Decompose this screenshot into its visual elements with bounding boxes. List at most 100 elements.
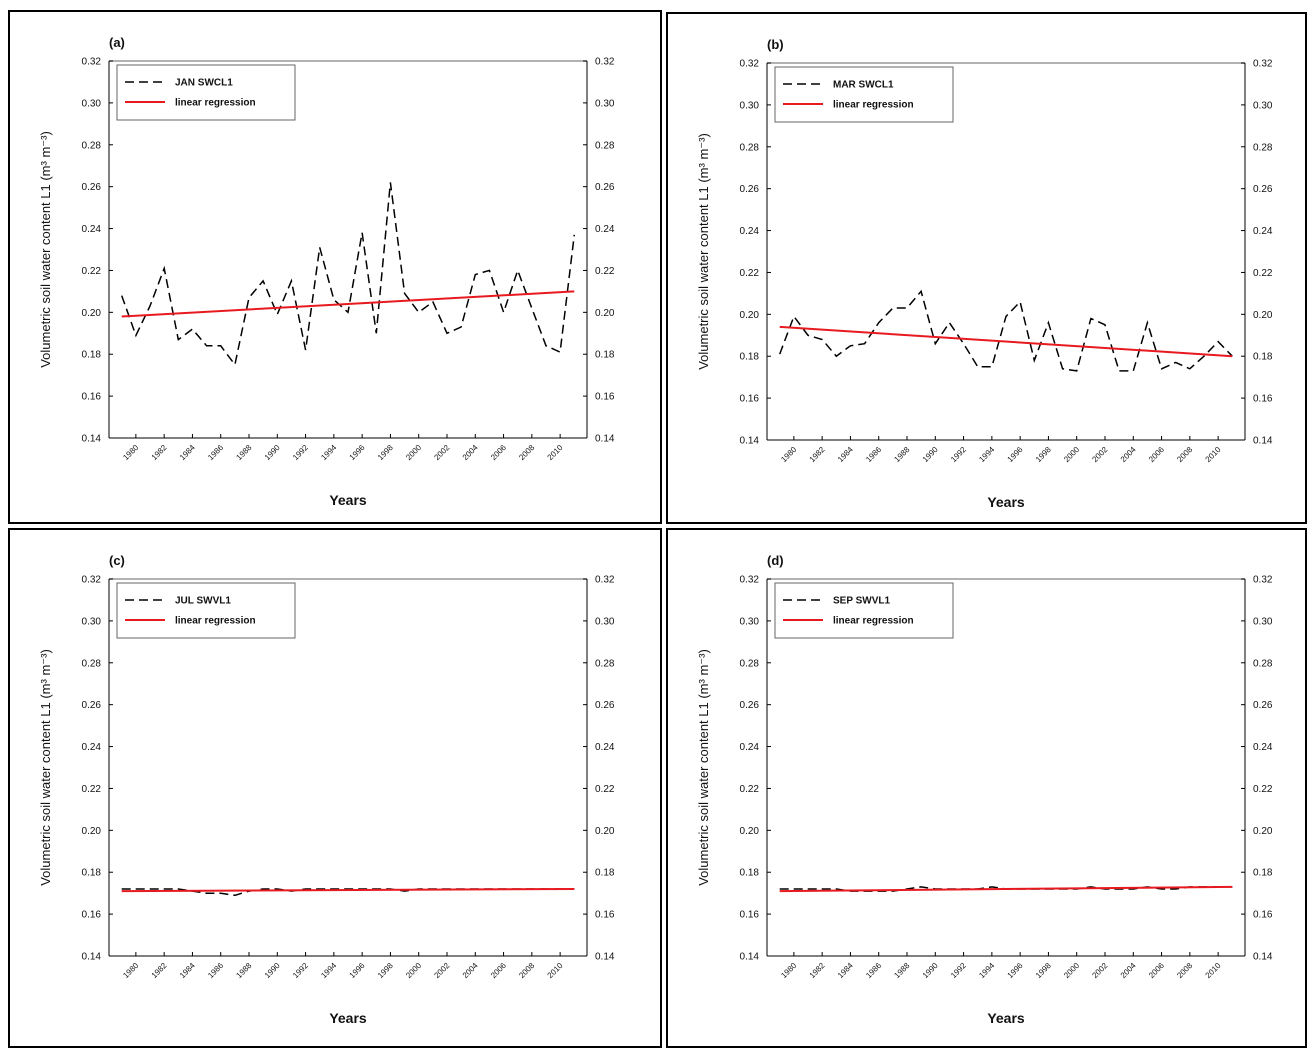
y-tick-label: 0.26 (740, 700, 760, 711)
y2-tick-label: 0.20 (595, 826, 615, 837)
y-tick-label: 0.28 (740, 142, 760, 153)
x-tick-label: 1996 (1006, 445, 1025, 464)
y2-tick-label: 0.16 (595, 392, 615, 403)
y2-tick-label: 0.32 (1253, 59, 1273, 70)
panel-title: (a) (109, 35, 125, 50)
x-tick-label: 1990 (263, 961, 282, 980)
legend-box (774, 66, 954, 123)
y-tick-label: 0.28 (82, 658, 102, 669)
x-tick-label: 1998 (1034, 961, 1053, 980)
regression-line (779, 325, 1233, 358)
y2-tick-label: 0.22 (595, 784, 615, 795)
y2-tick-label: 0.22 (1253, 784, 1273, 795)
y2-tick-label: 0.14 (1253, 952, 1273, 963)
y2-tick-label: 0.18 (1253, 868, 1273, 879)
x-tick-label: 2006 (489, 961, 508, 980)
x-tick-label: 2002 (1090, 445, 1109, 464)
y-tick-label: 0.24 (82, 224, 102, 235)
x-tick-label: 1994 (977, 961, 996, 980)
y-tick-label: 0.30 (740, 616, 760, 627)
y-tick-label: 0.20 (82, 826, 102, 837)
legend-label: linear regression (833, 100, 914, 111)
y2-tick-label: 0.14 (595, 434, 615, 445)
x-tick-label: 2008 (1175, 961, 1194, 980)
y-tick-label: 0.26 (82, 182, 102, 193)
x-tick-label: 1986 (206, 443, 225, 462)
y2-tick-label: 0.30 (1253, 100, 1273, 111)
y-tick-label: 0.30 (82, 98, 102, 109)
x-tick-label: 2010 (1204, 961, 1223, 980)
x-tick-label: 1982 (150, 443, 169, 462)
legend-label: MAR SWCL1 (833, 80, 894, 91)
x-axis-label: Years (329, 1010, 367, 1026)
x-tick-label: 2010 (546, 443, 565, 462)
regression-line (121, 888, 575, 893)
x-tick-label: 1990 (921, 445, 940, 464)
x-tick-label: 1988 (892, 961, 911, 980)
x-tick-label: 2004 (1119, 961, 1138, 980)
y2-tick-label: 0.18 (595, 868, 615, 879)
x-tick-label: 1998 (376, 443, 395, 462)
x-axis-label: Years (987, 1010, 1025, 1026)
x-tick-label: 1988 (892, 445, 911, 464)
x-tick-label: 2000 (1062, 445, 1081, 464)
x-tick-label: 2008 (1175, 445, 1194, 464)
y-tick-label: 0.24 (82, 742, 102, 753)
legend-box (116, 582, 296, 639)
y-tick-label: 0.16 (82, 910, 102, 921)
panel: (b) Years Volumetric soil water content L1… (666, 12, 1307, 524)
x-tick-label: 2006 (489, 443, 508, 462)
y2-tick-label: 0.20 (1253, 826, 1273, 837)
y2-tick-label: 0.14 (1253, 436, 1273, 447)
y-tick-label: 0.16 (82, 392, 102, 403)
x-tick-label: 1996 (348, 443, 367, 462)
y-tick-label: 0.32 (82, 575, 102, 586)
x-tick-label: 1994 (319, 961, 338, 980)
x-tick-label: 1994 (977, 445, 996, 464)
x-tick-label: 2008 (517, 443, 536, 462)
y-axis-label: Volumetric soil water content L1 (m³ m⁻³… (38, 649, 53, 886)
y-tick-label: 0.22 (740, 268, 760, 279)
x-tick-label: 2008 (517, 961, 536, 980)
y2-tick-label: 0.16 (1253, 910, 1273, 921)
y-tick-label: 0.32 (740, 575, 760, 586)
x-tick-label: 2006 (1147, 445, 1166, 464)
x-tick-label: 1982 (808, 445, 827, 464)
x-tick-label: 2006 (1147, 961, 1166, 980)
y2-tick-label: 0.14 (595, 952, 615, 963)
x-tick-label: 1980 (121, 961, 140, 980)
y-tick-label: 0.20 (740, 310, 760, 321)
x-tick-label: 2002 (1090, 961, 1109, 980)
x-tick-label: 1996 (1006, 961, 1025, 980)
y2-tick-label: 0.26 (1253, 184, 1273, 195)
legend-box (774, 582, 954, 639)
x-tick-label: 1980 (779, 445, 798, 464)
y-axis-label: Volumetric soil water content L1 (m³ m⁻³… (696, 649, 711, 886)
x-tick-label: 1984 (836, 961, 855, 980)
y2-tick-label: 0.30 (595, 616, 615, 627)
data-line (120, 182, 576, 367)
y-tick-label: 0.22 (82, 266, 102, 277)
y-tick-label: 0.16 (740, 910, 760, 921)
regression-line (121, 290, 575, 318)
data-line (778, 289, 1233, 372)
y2-tick-label: 0.32 (1253, 575, 1273, 586)
y-tick-label: 0.30 (740, 100, 760, 111)
y2-tick-label: 0.18 (1253, 352, 1273, 363)
x-tick-label: 1998 (1034, 445, 1053, 464)
x-tick-label: 1980 (121, 443, 140, 462)
x-tick-label: 1986 (206, 961, 225, 980)
legend-label: SEP SWVL1 (833, 596, 890, 607)
y-tick-label: 0.18 (740, 352, 760, 363)
x-axis-label: Years (987, 494, 1025, 510)
legend-label: linear regression (175, 616, 256, 627)
y-tick-label: 0.28 (82, 140, 102, 151)
x-axis-label: Years (329, 492, 367, 508)
y-tick-label: 0.20 (740, 826, 760, 837)
y2-tick-label: 0.20 (1253, 310, 1273, 321)
x-tick-label: 1992 (291, 443, 310, 462)
y2-tick-label: 0.28 (1253, 658, 1273, 669)
y2-tick-label: 0.28 (595, 658, 615, 669)
y-tick-label: 0.18 (82, 868, 102, 879)
